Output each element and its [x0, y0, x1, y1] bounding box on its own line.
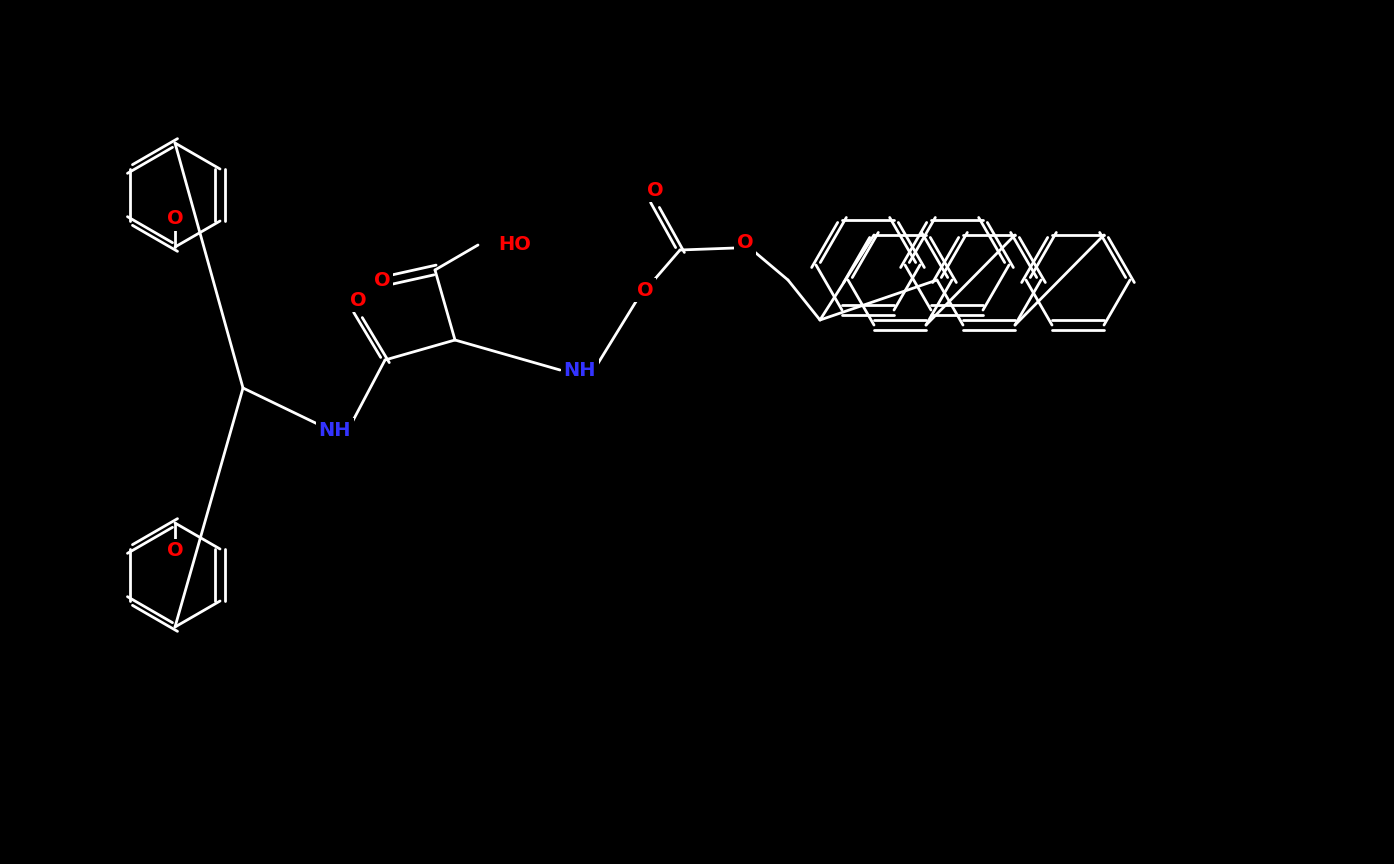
Text: O: O	[736, 233, 753, 252]
Text: NH: NH	[319, 421, 351, 440]
Text: HO: HO	[498, 236, 531, 255]
Text: O: O	[350, 290, 367, 309]
Text: NH: NH	[563, 360, 597, 379]
Text: O: O	[637, 281, 654, 300]
Text: O: O	[167, 209, 184, 228]
Text: O: O	[167, 542, 184, 561]
Text: O: O	[374, 270, 390, 289]
Text: O: O	[647, 181, 664, 200]
